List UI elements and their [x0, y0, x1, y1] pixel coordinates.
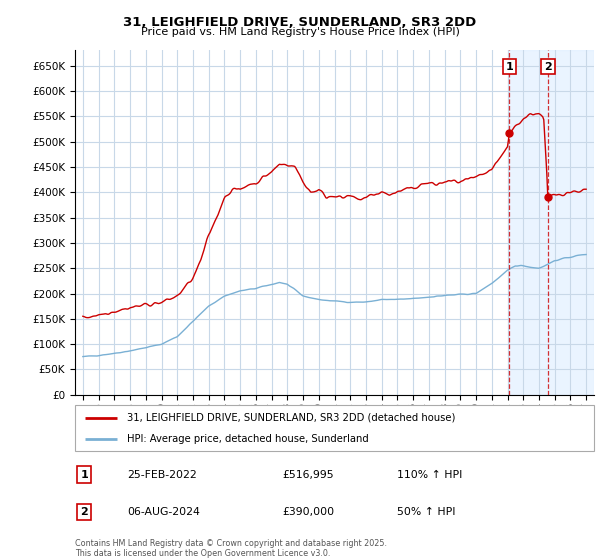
- Bar: [508, 50, 594, 395]
- Text: 06-AUG-2024: 06-AUG-2024: [127, 507, 200, 517]
- FancyBboxPatch shape: [75, 405, 594, 451]
- Text: 2: 2: [544, 62, 552, 72]
- Text: 31, LEIGHFIELD DRIVE, SUNDERLAND, SR3 2DD (detached house): 31, LEIGHFIELD DRIVE, SUNDERLAND, SR3 2D…: [127, 413, 455, 423]
- Text: 2: 2: [80, 507, 88, 517]
- Text: £390,000: £390,000: [283, 507, 335, 517]
- Text: £516,995: £516,995: [283, 470, 334, 479]
- Text: 25-FEB-2022: 25-FEB-2022: [127, 470, 197, 479]
- Text: 1: 1: [80, 470, 88, 479]
- Text: 110% ↑ HPI: 110% ↑ HPI: [397, 470, 462, 479]
- Text: Price paid vs. HM Land Registry's House Price Index (HPI): Price paid vs. HM Land Registry's House …: [140, 27, 460, 37]
- Text: 1: 1: [506, 62, 513, 72]
- Text: 31, LEIGHFIELD DRIVE, SUNDERLAND, SR3 2DD: 31, LEIGHFIELD DRIVE, SUNDERLAND, SR3 2D…: [124, 16, 476, 29]
- Text: HPI: Average price, detached house, Sunderland: HPI: Average price, detached house, Sund…: [127, 435, 368, 444]
- Text: Contains HM Land Registry data © Crown copyright and database right 2025.
This d: Contains HM Land Registry data © Crown c…: [75, 539, 387, 558]
- Text: 50% ↑ HPI: 50% ↑ HPI: [397, 507, 455, 517]
